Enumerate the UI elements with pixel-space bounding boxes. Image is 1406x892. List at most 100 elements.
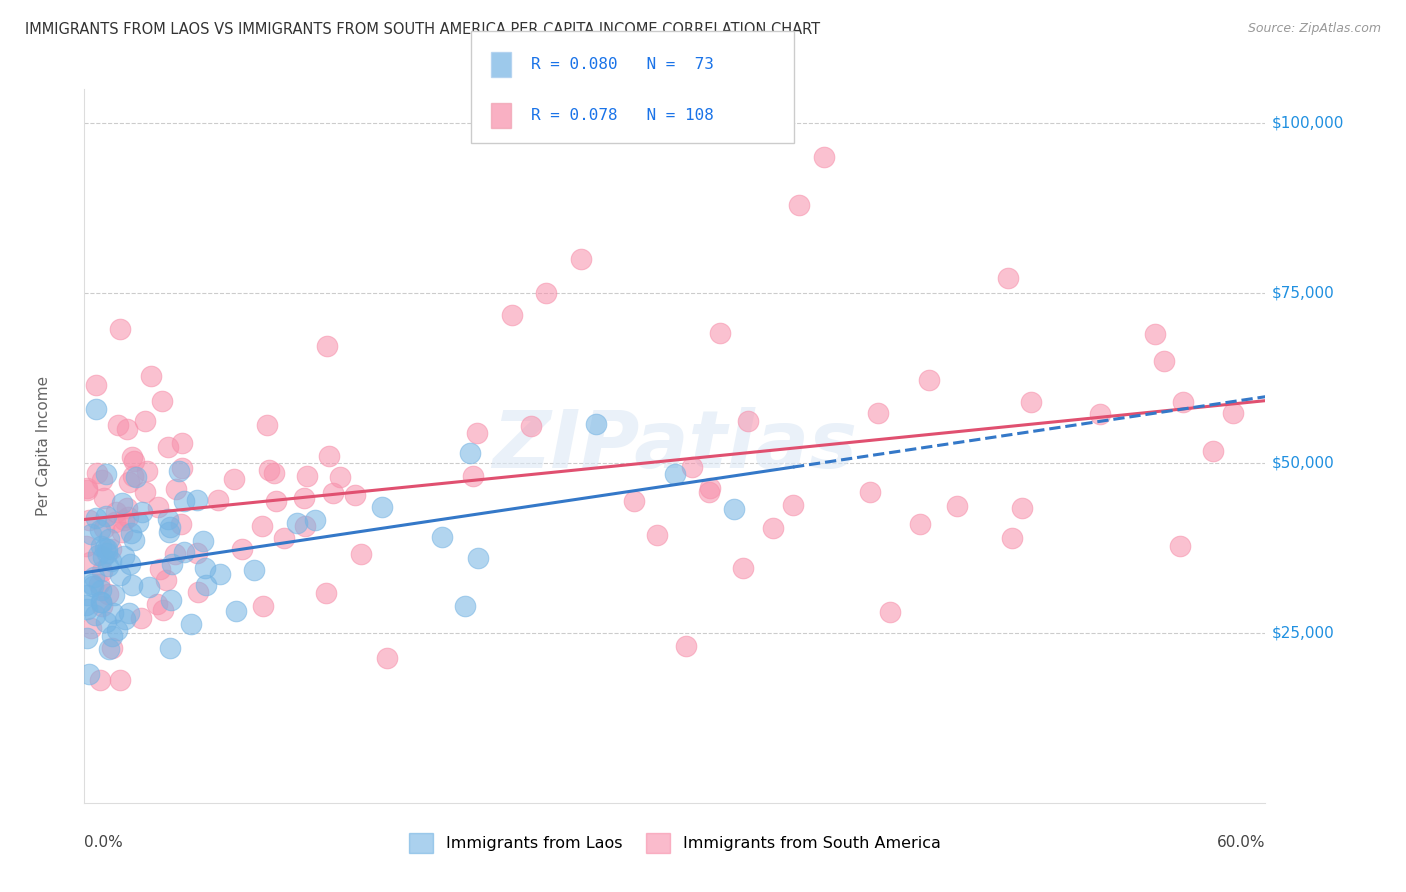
Point	[105, 623, 128, 637]
Point	[93, 520, 115, 534]
Point	[94, 467, 117, 481]
Point	[208, 567, 231, 582]
Point	[329, 470, 352, 484]
Point	[675, 640, 697, 654]
Point	[186, 493, 208, 508]
Point	[681, 459, 703, 474]
Point	[731, 561, 754, 575]
Point	[112, 512, 135, 526]
Point	[77, 513, 100, 527]
Point	[121, 450, 143, 464]
Point	[697, 484, 720, 499]
Point	[243, 563, 266, 577]
Point	[86, 466, 108, 480]
Point	[146, 598, 169, 612]
Point	[100, 554, 122, 568]
Point	[76, 602, 98, 616]
Point	[111, 524, 134, 539]
Point	[150, 393, 173, 408]
Point	[292, 491, 315, 506]
Point	[585, 417, 607, 432]
Point	[138, 580, 160, 594]
Point	[134, 485, 156, 500]
Point	[879, 605, 901, 619]
Point	[1021, 395, 1043, 409]
Point	[191, 534, 214, 549]
Point	[160, 557, 183, 571]
Point	[231, 542, 253, 557]
Point	[737, 414, 759, 428]
Point	[167, 464, 190, 478]
Point	[118, 475, 141, 490]
Point	[90, 564, 112, 578]
Point	[120, 525, 142, 540]
Point	[79, 666, 101, 681]
Point	[165, 483, 187, 497]
Point	[159, 520, 181, 534]
Point	[264, 494, 287, 508]
Point	[250, 518, 273, 533]
Point	[1153, 354, 1175, 368]
Point	[173, 545, 195, 559]
Point	[723, 501, 745, 516]
Point	[866, 406, 889, 420]
Point	[89, 595, 111, 609]
Point	[273, 531, 295, 545]
Point	[146, 500, 169, 514]
Point	[97, 642, 120, 657]
Point	[787, 198, 810, 212]
Point	[83, 570, 105, 584]
Point	[813, 150, 835, 164]
Point	[343, 488, 366, 502]
Point	[156, 440, 179, 454]
Point	[93, 491, 115, 505]
Point	[287, 516, 309, 530]
Point	[122, 469, 145, 483]
Point	[100, 542, 122, 557]
Point	[349, 547, 371, 561]
Point	[131, 610, 153, 624]
Point	[294, 518, 316, 533]
Point	[257, 463, 280, 477]
Point	[461, 469, 484, 483]
Point	[91, 549, 114, 564]
Point	[225, 604, 247, 618]
Point	[1168, 539, 1191, 553]
Point	[1011, 500, 1033, 515]
Text: $25,000: $25,000	[1271, 625, 1334, 640]
Point	[90, 583, 112, 598]
Point	[104, 515, 127, 529]
Point	[173, 493, 195, 508]
Point	[117, 501, 139, 516]
Point	[96, 541, 118, 556]
Point	[97, 558, 120, 573]
Point	[699, 481, 721, 495]
Point	[375, 650, 398, 665]
Point	[104, 505, 127, 519]
Point	[98, 533, 121, 547]
Point	[94, 508, 117, 523]
Point	[318, 449, 340, 463]
Point	[520, 418, 543, 433]
Point	[89, 523, 111, 537]
Point	[117, 510, 139, 524]
Point	[910, 517, 932, 532]
Point	[118, 606, 141, 620]
Point	[664, 467, 686, 481]
Point	[103, 588, 125, 602]
Point	[322, 486, 344, 500]
Point	[94, 615, 117, 629]
Point	[1202, 444, 1225, 458]
Point	[139, 368, 162, 383]
Point	[82, 579, 104, 593]
Point	[86, 548, 108, 562]
Point	[170, 436, 193, 450]
Point	[122, 533, 145, 547]
Point	[997, 271, 1019, 285]
Text: 60.0%: 60.0%	[1218, 835, 1265, 850]
Point	[75, 598, 97, 612]
Point	[127, 515, 149, 529]
Point	[149, 562, 172, 576]
Point	[112, 549, 135, 564]
Point	[623, 494, 645, 508]
